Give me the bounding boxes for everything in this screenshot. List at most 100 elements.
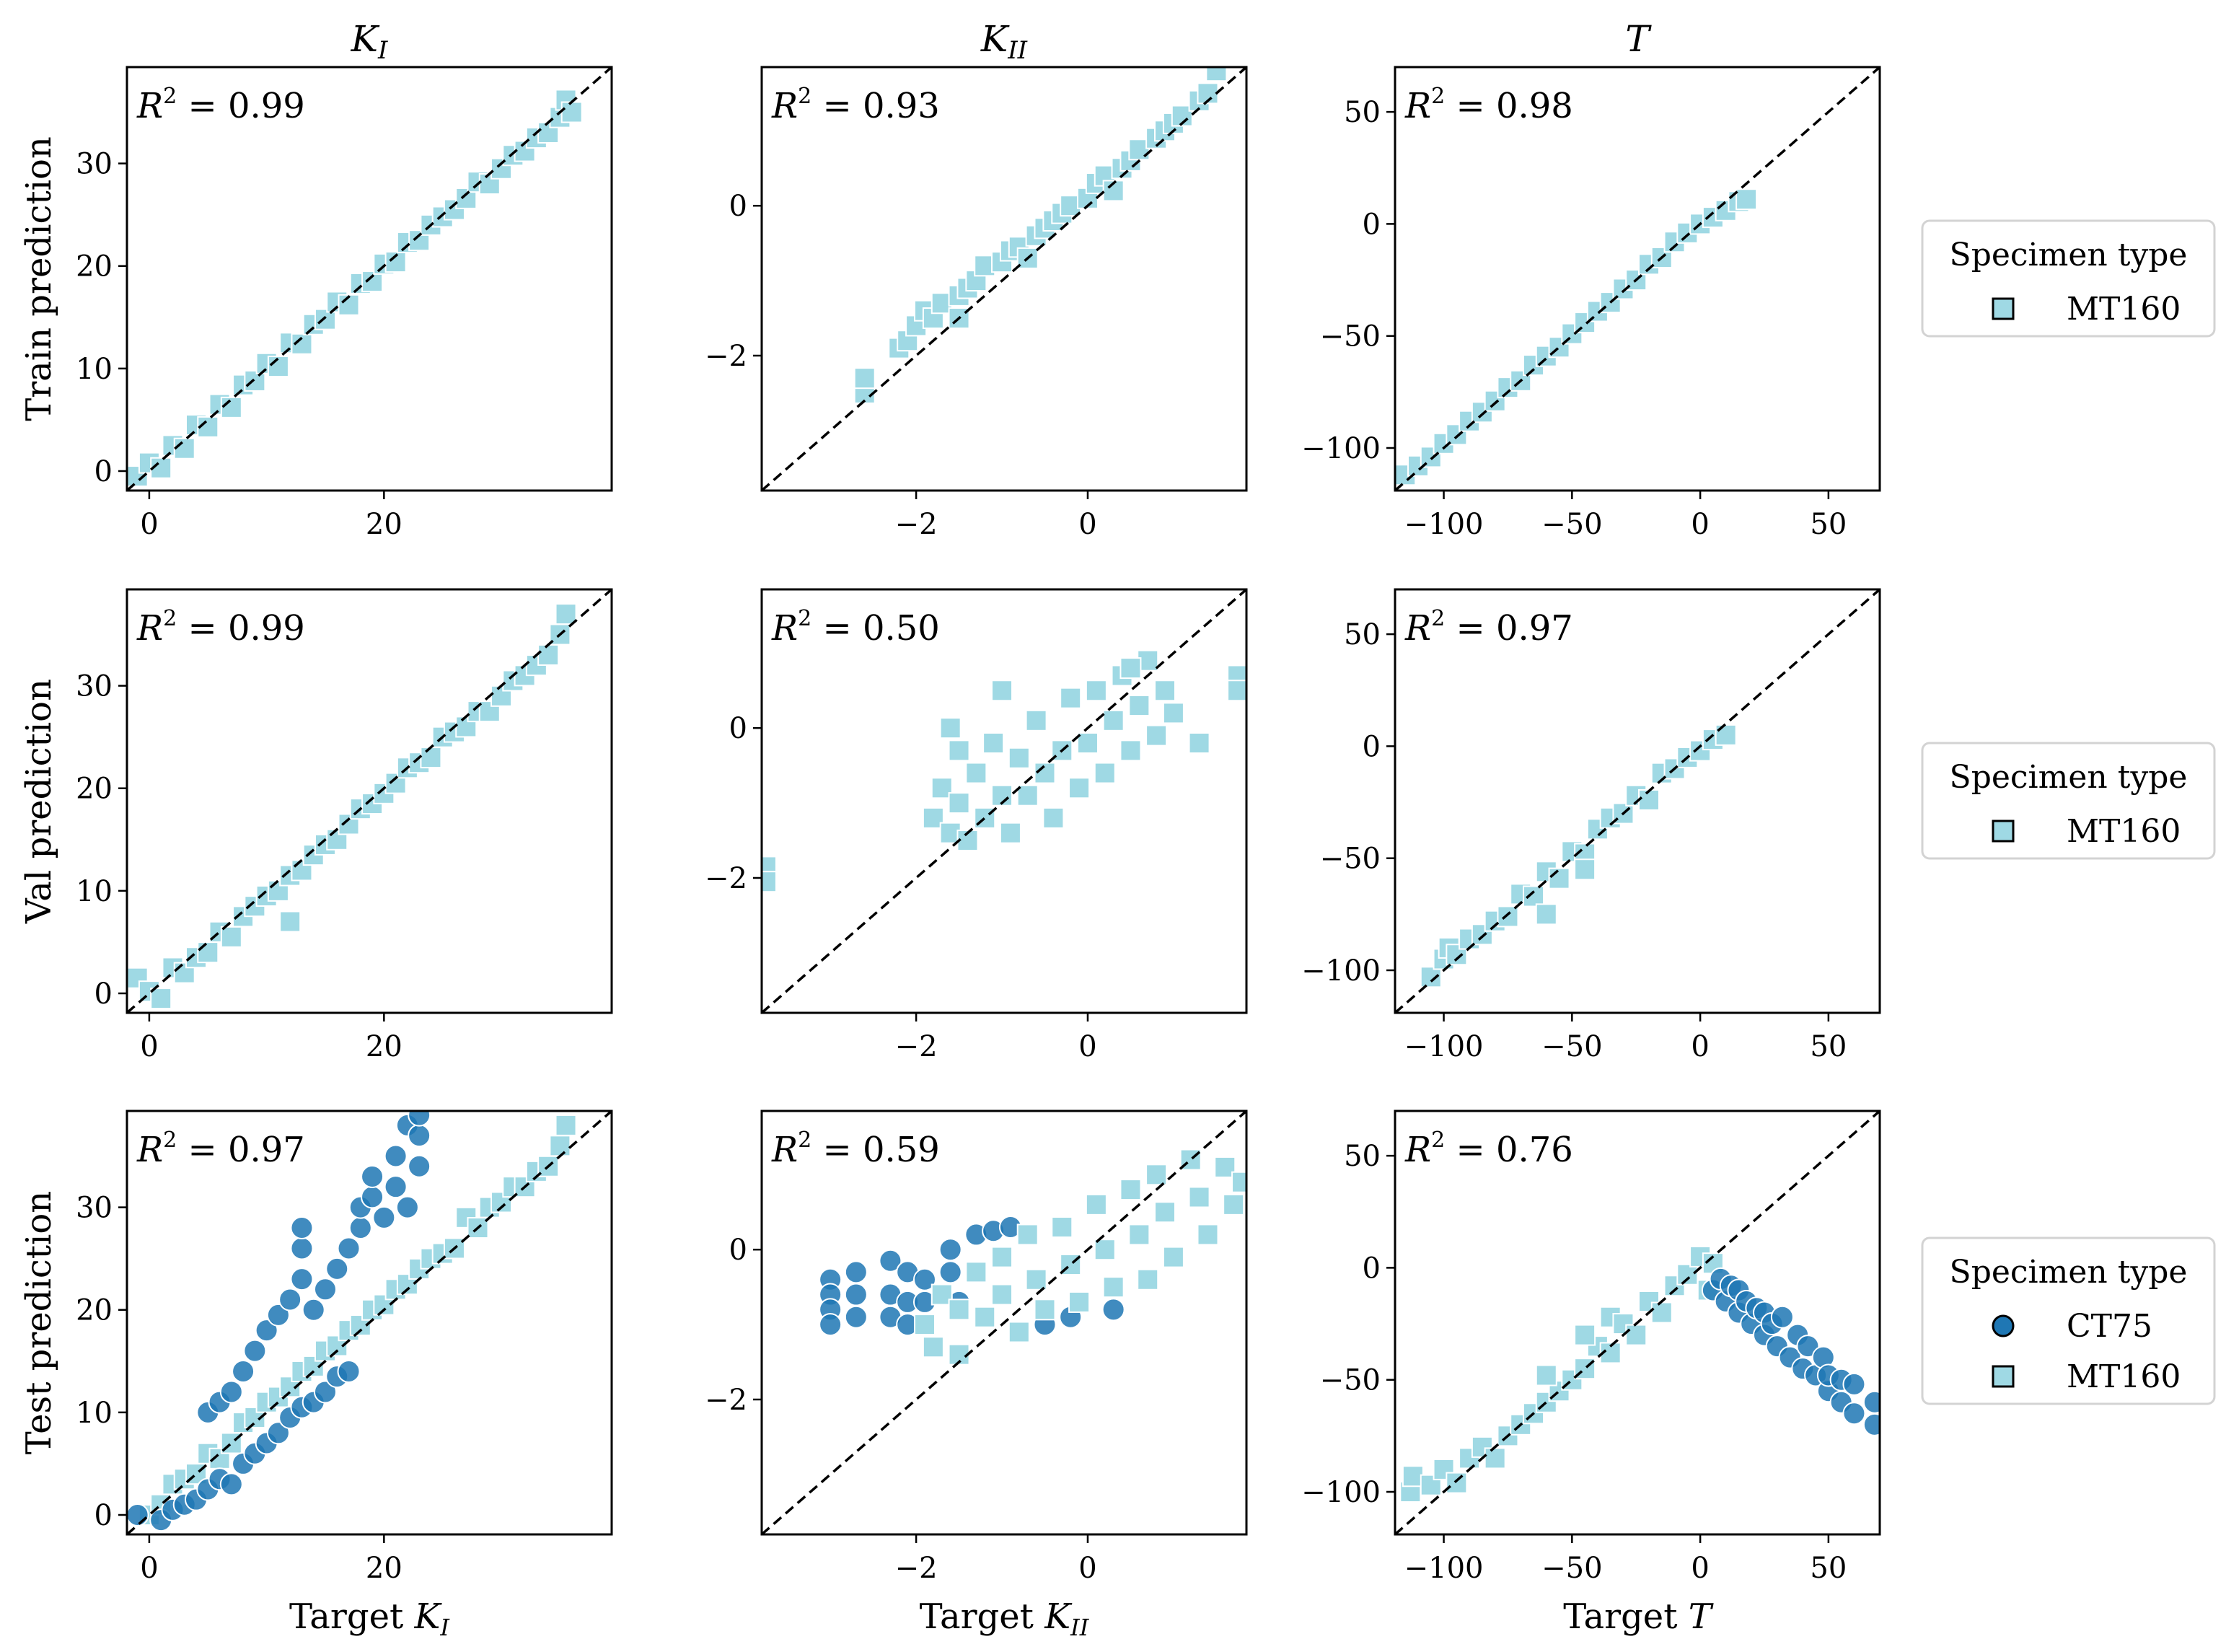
r2-equals: = [177,1130,228,1170]
point-mt160 [1484,1447,1506,1469]
point-mt160 [150,988,172,1010]
point-mt160 [1128,1223,1151,1246]
axes-frame [1394,588,1881,1014]
r2-symbol: R [136,86,163,126]
point-mt160 [1060,687,1082,709]
r2-power: 2 [1431,1128,1445,1153]
data-points [127,1111,612,1534]
identity-diagonal-line [127,67,612,491]
point-mt160 [1068,1291,1091,1313]
point-mt160 [1574,1324,1596,1346]
legend-val: Specimen type MT160 [1921,742,2216,860]
point-ct75 [408,1154,431,1178]
point-ct75 [844,1260,868,1284]
r2-annotation: R2 = 0.99 [136,606,305,649]
subplot-train-kii: −2 0 −2 0 R2 = 0.93 KII [705,18,1248,541]
axes-frame [760,66,1248,492]
point-mt160 [197,941,219,964]
y-tick-label: 0 [729,712,747,745]
point-mt160 [1042,807,1065,829]
r2-equals: = [811,86,863,126]
y-tick-label: −50 [1320,1364,1381,1397]
title-subscript: II [1007,36,1027,65]
r2-annotation: R2 = 0.97 [1404,606,1573,649]
legend-entry-label: MT160 [2067,813,2181,850]
point-mt160 [991,784,1013,807]
legend-title: Specimen type [1950,237,2188,273]
identity-diagonal-line [762,589,1246,1013]
point-mt160 [1523,885,1544,908]
data-points [1395,67,1880,491]
r2-equals: = [1445,608,1496,649]
x-tick-label: 0 [140,508,158,541]
point-ct75 [278,1288,302,1312]
point-ct75 [290,1216,314,1240]
x-tick-label: 0 [1691,1552,1709,1585]
y-tick-label: 20 [76,250,113,284]
point-mt160 [974,1306,996,1328]
y-tick-label: −100 [1301,954,1381,988]
axes-frame [126,588,613,1014]
y-axis-label: Val prediction [19,679,59,924]
column-title: T [1625,18,1652,60]
point-mt160 [1154,1201,1176,1223]
axes-frame [126,66,613,492]
r2-annotation: R2 = 0.99 [136,84,305,126]
r2-power: 2 [163,606,177,631]
point-ct75 [408,1124,431,1148]
x-tick-label: −2 [895,508,938,541]
axes-frame [1394,66,1881,492]
point-mt160 [1471,401,1493,423]
legend-entry-label: CT75 [2067,1308,2152,1345]
x-tick-label: 0 [1078,1030,1096,1063]
point-mt160 [1574,858,1596,881]
r2-annotation: R2 = 0.76 [1404,1128,1573,1170]
legend-square-marker [1992,820,2015,843]
point-mt160 [1535,903,1557,926]
point-mt160 [922,1336,944,1358]
point-mt160 [948,739,970,762]
legend-title: Specimen type [1950,1254,2188,1291]
point-ct75 [395,1195,419,1219]
point-mt160 [965,762,987,784]
point-mt160 [948,792,970,814]
x-tick-label: 20 [366,1552,402,1585]
x-label-symbol: K [414,1596,443,1637]
point-mt160 [1510,369,1532,392]
y-tick-label: 0 [1363,1252,1381,1285]
legend-entry-label: MT160 [2067,1358,2181,1395]
point-mt160 [197,416,219,438]
point-mt160 [1676,1263,1699,1286]
point-ct75 [337,1236,361,1260]
point-mt160 [982,731,1005,754]
point-mt160 [1076,731,1099,754]
point-ct75 [313,1380,337,1404]
point-mt160 [1497,905,1519,928]
point-ct75 [243,1339,267,1363]
data-points [1395,1111,1880,1534]
identity-diagonal-line [762,67,1246,491]
point-mt160 [1188,731,1210,754]
column-title: KII [980,18,1028,65]
x-label-symbol: K [1044,1596,1073,1637]
point-mt160 [1145,1164,1168,1186]
r2-power: 2 [798,1128,811,1153]
r2-value: 0.98 [1496,86,1573,126]
r2-symbol: R [1404,86,1431,126]
title-symbol: K [351,18,380,60]
point-ct75 [372,1205,396,1229]
x-tick-label: 0 [1691,1030,1709,1063]
x-tick-label: −2 [895,1552,938,1585]
axes-frame [760,1110,1248,1536]
point-mt160 [1638,788,1660,811]
point-ct75 [912,1267,936,1291]
point-mt160 [913,1314,936,1336]
y-tick-label: −100 [1301,432,1381,465]
legend-entry-label: MT160 [2067,291,2181,328]
subplot-test-kii: −2 0 −2 0 R2 = 0.59 Target KII [705,1110,1248,1641]
r2-annotation: R2 = 0.59 [771,1128,940,1170]
point-ct75 [348,1216,372,1240]
point-ct75 [266,1303,290,1327]
r2-value: 0.97 [1496,608,1573,649]
